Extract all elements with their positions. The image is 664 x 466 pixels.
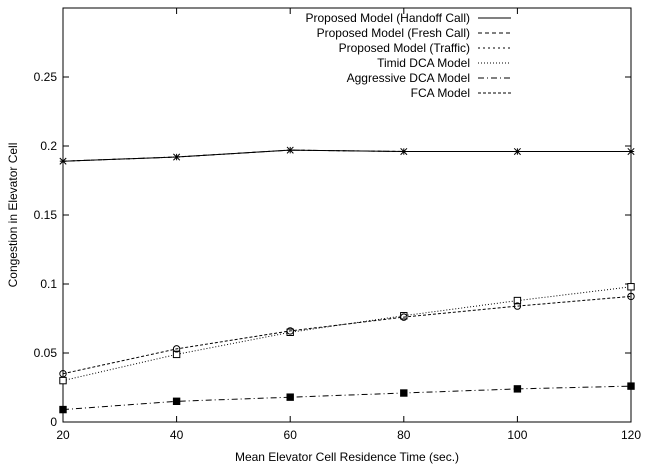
- x-tick-label: 40: [170, 428, 184, 442]
- series-4: [59, 382, 635, 414]
- square-open-marker: [59, 376, 67, 385]
- square-filled-marker: [59, 405, 67, 414]
- y-axis-label: Congestion in Elevator Cell: [6, 143, 20, 288]
- circle-open-marker: [400, 313, 408, 321]
- legend-entry-label: FCA Model: [411, 86, 470, 100]
- x-tick-label: 80: [397, 428, 411, 442]
- circle-open-marker: [59, 370, 67, 378]
- x-axis-label: Mean Elevator Cell Residence Time (sec.): [235, 450, 459, 464]
- series-line: [62, 295, 632, 375]
- series-5: [59, 292, 635, 378]
- series-1: [62, 149, 631, 162]
- x-axis: 20 40 60 80 100 120: [56, 8, 641, 442]
- square-open-marker: [513, 296, 522, 305]
- x-tick-label: 120: [621, 428, 641, 442]
- series-layer: [59, 146, 635, 414]
- legend-entry-label: Aggressive DCA Model: [347, 71, 470, 85]
- square-filled-marker: [627, 382, 635, 390]
- square-filled-marker: [400, 389, 408, 397]
- legend-entry-label: Proposed Model (Fresh Call): [317, 26, 470, 40]
- legend-entry-label: Proposed Model (Traffic): [339, 41, 470, 55]
- x-tick-label: 100: [507, 428, 527, 442]
- legend-entry-label: Proposed Model (Handoff Call): [305, 11, 470, 25]
- x-tick-label: 20: [56, 428, 70, 442]
- y-tick-label: 0.2: [40, 139, 57, 153]
- circle-open-marker: [513, 302, 522, 310]
- series-line: [62, 286, 632, 382]
- legend: Proposed Model (Handoff Call)Proposed Mo…: [305, 11, 511, 100]
- y-axis: 0 0.05 0.1 0.15 0.2 0.25: [34, 70, 631, 429]
- square-filled-marker: [513, 385, 522, 393]
- circle-open-marker: [172, 345, 181, 353]
- y-tick-label: 0.25: [34, 70, 58, 84]
- legend-entry-label: Timid DCA Model: [377, 56, 470, 70]
- circle-open-marker: [627, 292, 635, 301]
- y-tick-label: 0: [50, 415, 57, 429]
- x-tick-label: 60: [284, 428, 298, 442]
- square-filled-marker: [172, 397, 181, 406]
- series-line: [62, 385, 632, 411]
- square-open-marker: [627, 283, 635, 291]
- square-open-marker: [172, 350, 181, 359]
- y-tick-label: 0.1: [40, 277, 57, 291]
- y-tick-label: 0.15: [34, 208, 58, 222]
- circle-open-marker: [286, 327, 294, 335]
- y-tick-label: 0.05: [34, 346, 58, 360]
- square-filled-marker: [286, 393, 294, 401]
- series-line: [62, 149, 631, 162]
